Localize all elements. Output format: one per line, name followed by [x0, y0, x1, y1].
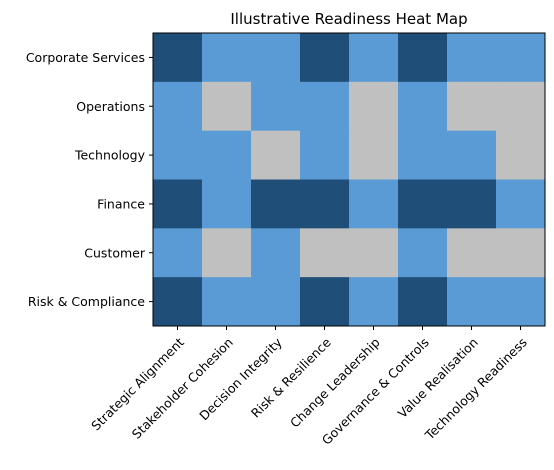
heatmap-cell — [202, 81, 252, 132]
x-tick-label: Change Leadership — [287, 335, 383, 431]
heatmap-cell — [447, 179, 497, 229]
heatmap-cell — [202, 277, 252, 327]
heatmap-cell — [153, 179, 203, 229]
heatmap-cell — [251, 81, 301, 132]
heatmap-cell — [300, 277, 350, 327]
heatmap-cell — [300, 81, 350, 132]
heatmap-cell — [496, 33, 546, 83]
heatmap-cell — [153, 33, 203, 83]
y-tick-label: Risk & Compliance — [28, 294, 145, 309]
heatmap-cell — [398, 277, 448, 327]
heatmap-cell — [251, 33, 301, 83]
heatmap-cell — [202, 228, 252, 278]
heatmap-cell — [349, 179, 399, 229]
heatmap-cell — [251, 179, 301, 229]
y-tick-label: Technology — [74, 148, 146, 163]
y-tick-label: Customer — [84, 245, 146, 260]
heatmap-cell — [251, 277, 301, 327]
heatmap-cell — [447, 33, 497, 83]
heatmap-cell — [447, 130, 497, 180]
y-tick-label: Operations — [76, 99, 145, 114]
heatmap-cell — [496, 228, 546, 278]
heatmap-cell — [447, 277, 497, 327]
x-tick-label: Technology Readiness — [421, 335, 530, 444]
heatmap-cell — [398, 81, 448, 132]
y-axis-ticks: Corporate Services Operations Technology Fi… — [26, 50, 153, 309]
heatmap-cell — [251, 228, 301, 278]
heatmap-cell — [496, 179, 546, 229]
heatmap-cell — [202, 33, 252, 83]
x-tick-label: Decision Integrity — [196, 334, 285, 423]
y-tick-label: Corporate Services — [26, 50, 145, 65]
heatmap-cell — [300, 228, 350, 278]
heatmap-cell — [153, 81, 203, 132]
heatmap-cell — [496, 130, 546, 180]
heatmap-cell — [202, 130, 252, 180]
heatmap-cell — [251, 130, 301, 180]
heatmap-cell — [300, 179, 350, 229]
heatmap-cell — [349, 81, 399, 132]
y-tick-label: Finance — [97, 196, 145, 211]
heatmap-cell — [349, 33, 399, 83]
plot-frame — [152, 32, 546, 327]
heatmap-cell — [349, 228, 399, 278]
heatmap-cell — [398, 33, 448, 83]
heatmap-cell — [496, 277, 546, 327]
heatmap-cell — [398, 228, 448, 278]
heatmap-cell — [153, 228, 203, 278]
heatmap-cell — [300, 33, 350, 83]
heatmap-cell — [300, 130, 350, 180]
heatmap-cell — [447, 228, 497, 278]
heatmap-cell — [496, 81, 546, 132]
heatmap-cell — [349, 130, 399, 180]
heatmap-cell — [153, 277, 203, 327]
heatmap-cell — [398, 130, 448, 180]
heatmap-cell — [153, 130, 203, 180]
heatmap-cell — [398, 179, 448, 229]
heatmap-cells — [153, 33, 546, 327]
chart-title: Illustrative Readiness Heat Map — [230, 10, 467, 28]
heatmap-cell — [447, 81, 497, 132]
heatmap-cell — [202, 179, 252, 229]
heatmap-cell — [349, 277, 399, 327]
x-tick-label: Strategic Alignment — [88, 335, 187, 434]
